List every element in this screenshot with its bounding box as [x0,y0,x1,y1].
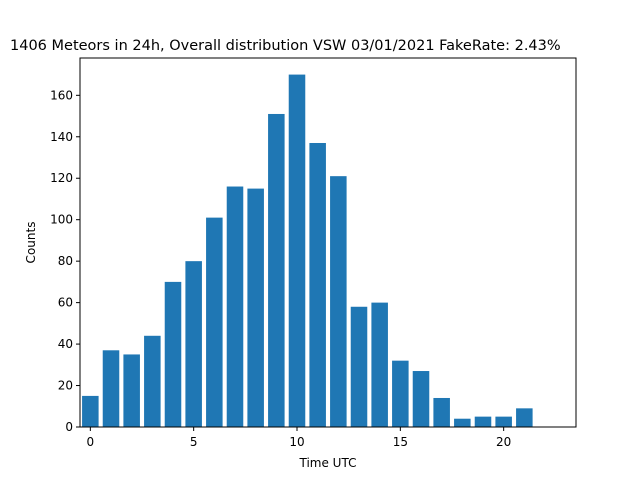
bar-hour-8 [247,188,264,427]
bar-hour-0 [82,395,99,427]
y-axis-label: Counts [24,222,38,264]
y-tick-label-140: 140 [50,130,73,144]
bar-hour-5 [185,261,202,427]
bar-hour-10 [288,74,306,428]
bar-hour-11 [309,142,326,427]
bar-hour-13 [350,306,368,427]
y-axis: 0 20 40 60 80 100 120 140 160 [50,88,80,434]
bar-hour-1 [102,350,120,427]
bar-hour-18 [454,418,471,427]
y-tick-label-80: 80 [58,254,73,268]
bar-hour-9 [268,113,285,427]
plot-frame [79,57,577,428]
bars [82,74,533,428]
y-tick-label-100: 100 [50,213,73,227]
bar-hour-15 [392,360,409,427]
x-tick-label-20: 20 [496,435,511,449]
bar-hour-21 [516,408,533,427]
x-tick-label-10: 10 [289,435,304,449]
bar-hour-7 [226,186,244,427]
x-tick-label-5: 5 [190,435,198,449]
bar-hour-4 [164,281,182,427]
bar-hour-6 [206,217,223,427]
x-tick-label-0: 0 [87,435,95,449]
y-tick-label-160: 160 [50,88,73,102]
bar-hour-3 [144,335,161,427]
bar-hour-12 [330,176,347,427]
x-axis: 0 5 10 15 20 [87,427,511,449]
bar-hour-17 [433,397,450,427]
bar-hour-20 [495,416,512,427]
bar-hour-19 [474,416,492,427]
chart-title: 1406 Meteors in 24h, Overall distributio… [10,38,561,54]
y-tick-label-0: 0 [65,420,73,434]
bar-hour-14 [371,302,388,427]
x-axis-label: Time UTC [299,456,357,470]
x-tick-label-15: 15 [393,435,408,449]
y-tick-label-60: 60 [58,296,73,310]
bar-hour-2 [123,354,140,427]
y-tick-label-120: 120 [50,171,73,185]
y-tick-label-20: 20 [58,379,73,393]
y-tick-label-40: 40 [58,337,73,351]
bar-hour-16 [412,371,430,427]
